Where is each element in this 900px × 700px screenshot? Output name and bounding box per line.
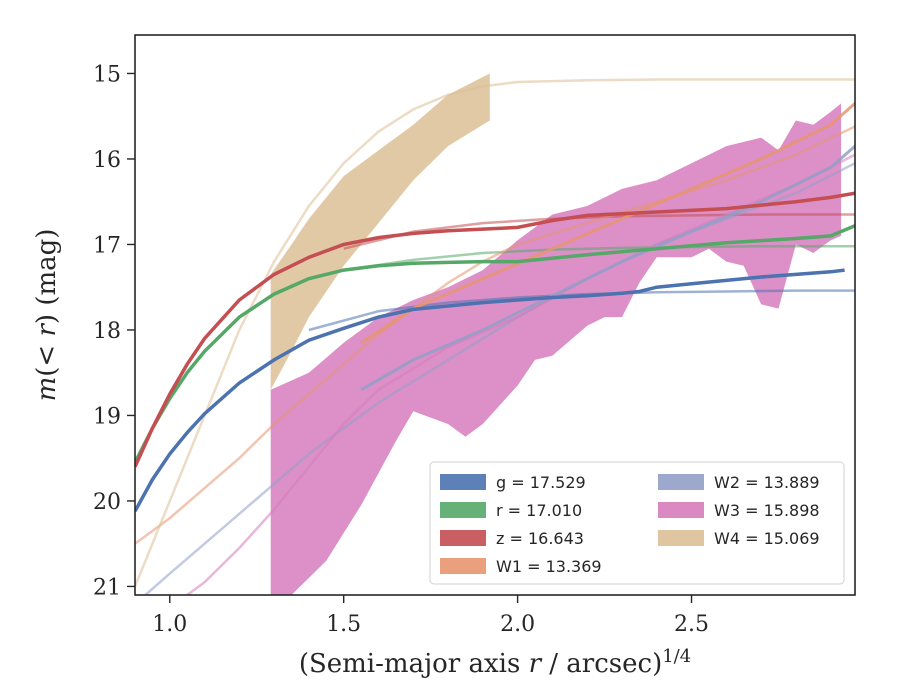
y-tick-label: 21 [93, 575, 121, 600]
legend-frame [429, 461, 845, 585]
x-tick-label: 2.0 [500, 612, 535, 637]
legend: g = 17.529 r = 17.010 z = 16.643 W1 = 13.36… [429, 461, 845, 585]
model-curve-z [343, 213, 855, 250]
legend-label-r: r = 17.010 [496, 501, 582, 520]
y-axis-ticks: 15 16 17 18 19 20 21 [93, 62, 135, 600]
legend-swatch-r [440, 502, 486, 518]
legend-swatch-z [440, 530, 486, 546]
wise-observed-layer [360, 102, 855, 392]
x-tick-label: 2.5 [674, 612, 709, 637]
plot-frame [134, 34, 856, 596]
legend-swatch-w2 [658, 474, 704, 490]
model-curve-r [343, 244, 855, 272]
observed-curve-w1 [360, 102, 855, 345]
observed-curves-layer [135, 191, 855, 513]
y-tick-label: 15 [93, 62, 121, 87]
model-curve-w3 [186, 153, 855, 595]
observed-curve-z [135, 191, 855, 468]
y-tick-label: 17 [93, 233, 121, 258]
legend-swatch-w1 [440, 558, 486, 574]
model-curve-w4 [135, 78, 855, 587]
legend-swatch-g [440, 474, 486, 490]
x-axis-label: (Semi-major axis r / arcsec)1/4 [299, 646, 691, 679]
y-tick-label: 20 [93, 490, 121, 515]
x-axis-ticks: 1.0 1.5 2.0 2.5 [152, 595, 709, 637]
y-tick-label: 18 [93, 319, 121, 344]
legend-swatch-w3 [658, 502, 704, 518]
y-tick-label: 16 [93, 148, 121, 173]
y-axis-label: m(< r) (mag) [32, 229, 62, 402]
legend-label-z: z = 16.643 [496, 529, 584, 548]
y-tick-label: 19 [93, 404, 121, 429]
observed-curve-w2 [360, 144, 855, 392]
legend-label-g: g = 17.529 [496, 473, 586, 492]
band-w4 [270, 73, 490, 390]
legend-swatch-w4 [658, 530, 704, 546]
observed-curve-g [135, 268, 845, 513]
legend-label-w2: W2 = 13.889 [714, 473, 820, 492]
legend-label-w4: W4 = 15.069 [714, 529, 820, 548]
observed-curve-r [135, 224, 855, 464]
x-tick-label: 1.0 [152, 612, 187, 637]
legend-label-w1: W1 = 13.369 [496, 557, 602, 576]
x-tick-label: 1.5 [326, 612, 361, 637]
legend-label-w3: W3 = 15.898 [714, 501, 820, 520]
